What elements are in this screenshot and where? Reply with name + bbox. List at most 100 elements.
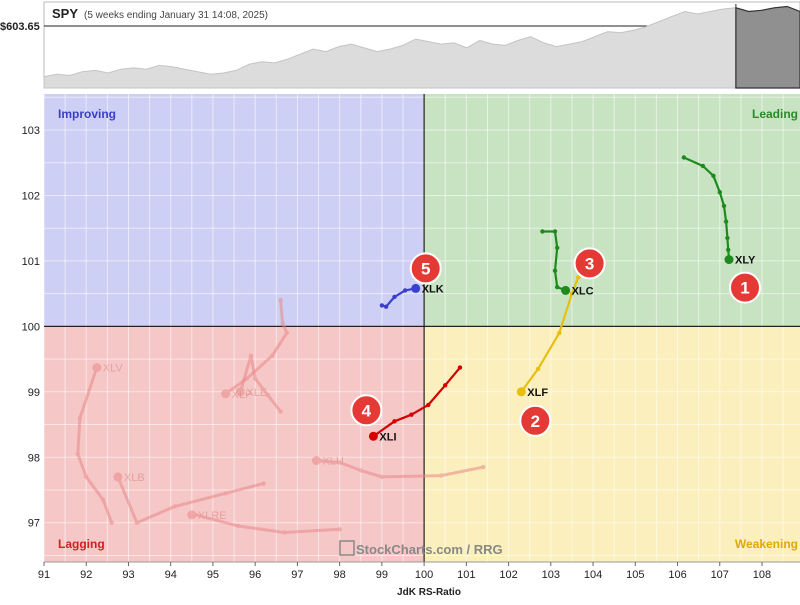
- rank-badge-circle: [519, 404, 552, 437]
- trail-head-point: [411, 283, 421, 293]
- trail-line: [314, 459, 485, 479]
- price-panel: SPY (5 weeks ending January 31 14:08, 20…: [0, 1, 800, 89]
- x-tick-label: 108: [753, 569, 771, 581]
- watermark-logo-icon: [339, 540, 355, 556]
- trail-line: [224, 298, 289, 396]
- trail-head-point: [561, 285, 571, 295]
- rank-badge-4: 4: [350, 394, 383, 427]
- trail-head-point: [187, 510, 197, 520]
- trail-xlre: XLRE: [187, 510, 342, 535]
- x-tick-label: 95: [207, 569, 219, 581]
- x-tick-label: 100: [415, 569, 433, 581]
- trail-point: [278, 298, 283, 303]
- rank-badge-circle: [409, 252, 442, 285]
- trail-point: [172, 504, 178, 509]
- trail-label: XLP: [232, 389, 253, 401]
- x-tick-label: 91: [38, 569, 50, 581]
- trail-point: [426, 402, 431, 408]
- y-axis-ticks: 97 98 99 100 101 102 103: [22, 125, 40, 530]
- trail-point: [535, 366, 541, 372]
- trail-point: [717, 190, 722, 195]
- trail-point: [269, 353, 275, 358]
- trail-point: [557, 330, 562, 336]
- trail-point: [248, 353, 254, 358]
- ticker-symbol: SPY: [52, 6, 78, 21]
- spy-price-area-recent: [735, 5, 800, 89]
- y-tick-label: 98: [28, 452, 40, 464]
- trail-point: [711, 173, 716, 178]
- x-tick-label: 103: [542, 569, 560, 581]
- trail-point: [282, 530, 287, 535]
- center-axes: [44, 94, 800, 563]
- x-tick-label: 105: [626, 569, 644, 581]
- price-label: $603.65: [0, 21, 40, 33]
- y-tick-label: 99: [28, 387, 40, 399]
- trail-point: [75, 451, 81, 457]
- trail-label: XLE: [246, 387, 267, 399]
- watermark-text: StockCharts.com / RRG: [356, 542, 503, 557]
- trail-point: [555, 284, 560, 290]
- x-axis-ticks: 91 92 93 94 95 96 97 98 99 100 101 102 103 104 105 106 1…: [38, 562, 771, 581]
- x-tick-label: 102: [499, 569, 517, 581]
- trail-point: [109, 520, 114, 525]
- trail-point: [576, 275, 581, 280]
- trail-point: [723, 219, 729, 224]
- trail-point: [379, 303, 385, 308]
- x-tick-label: 97: [291, 569, 303, 581]
- trail-point: [278, 409, 283, 414]
- trail-xly: XLY: [681, 155, 756, 267]
- trail-point: [402, 288, 408, 293]
- trail-point: [383, 304, 389, 309]
- trail-xlc: XLC: [540, 229, 594, 297]
- trail-xle: XLE: [235, 353, 283, 414]
- trail-xlf: XLF: [516, 275, 581, 399]
- rrg-quadrants: [44, 94, 800, 562]
- trail-point: [555, 245, 560, 250]
- trail-point: [77, 415, 83, 421]
- x-tick-label: 104: [584, 569, 602, 581]
- trail-head-point: [92, 363, 102, 373]
- spy-price-area: [43, 4, 800, 89]
- trail-point: [244, 376, 249, 381]
- trail-point: [265, 392, 270, 398]
- trail-point: [134, 520, 140, 525]
- trail-point: [284, 330, 289, 336]
- trail-xlu: XLU: [311, 456, 486, 480]
- trail-head-point: [113, 472, 123, 482]
- rank-badge-3: 3: [573, 247, 606, 280]
- y-tick-label: 102: [22, 190, 40, 202]
- trail-point: [337, 460, 342, 465]
- y-tick-label: 97: [28, 518, 40, 530]
- trail-head-point: [516, 387, 526, 397]
- trail-point: [481, 464, 486, 470]
- quadrant-weakening: [424, 326, 800, 562]
- trail-label: XLC: [572, 285, 594, 297]
- x-tick-label: 98: [334, 569, 346, 581]
- trail-line: [76, 366, 114, 525]
- trail-label: XLI: [379, 431, 396, 443]
- trail-point: [223, 491, 228, 496]
- rank-badge-number: 3: [585, 254, 594, 273]
- rank-badge-circle: [350, 394, 383, 427]
- y-tick-label: 100: [22, 321, 40, 333]
- rank-badge-2: 2: [519, 404, 552, 437]
- trail-head-point: [311, 456, 321, 465]
- x-tick-label: 101: [457, 569, 475, 581]
- trail-point: [443, 383, 448, 388]
- trail-line: [372, 366, 462, 438]
- trail-point: [438, 473, 444, 478]
- trail-point: [358, 468, 363, 473]
- quadrant-label-leading: Leading: [752, 107, 798, 121]
- x-tick-label: 99: [376, 569, 388, 581]
- trail-point: [392, 419, 397, 424]
- x-tick-label: 92: [80, 569, 92, 581]
- x-tick-label: 94: [165, 569, 177, 581]
- trail-label: XLB: [124, 472, 145, 484]
- trail-point: [261, 481, 266, 486]
- trail-point: [540, 229, 545, 234]
- trail-label: XLK: [422, 283, 444, 295]
- trail-point: [409, 412, 414, 417]
- trail-point: [379, 474, 385, 480]
- x-tick-label: 96: [249, 569, 261, 581]
